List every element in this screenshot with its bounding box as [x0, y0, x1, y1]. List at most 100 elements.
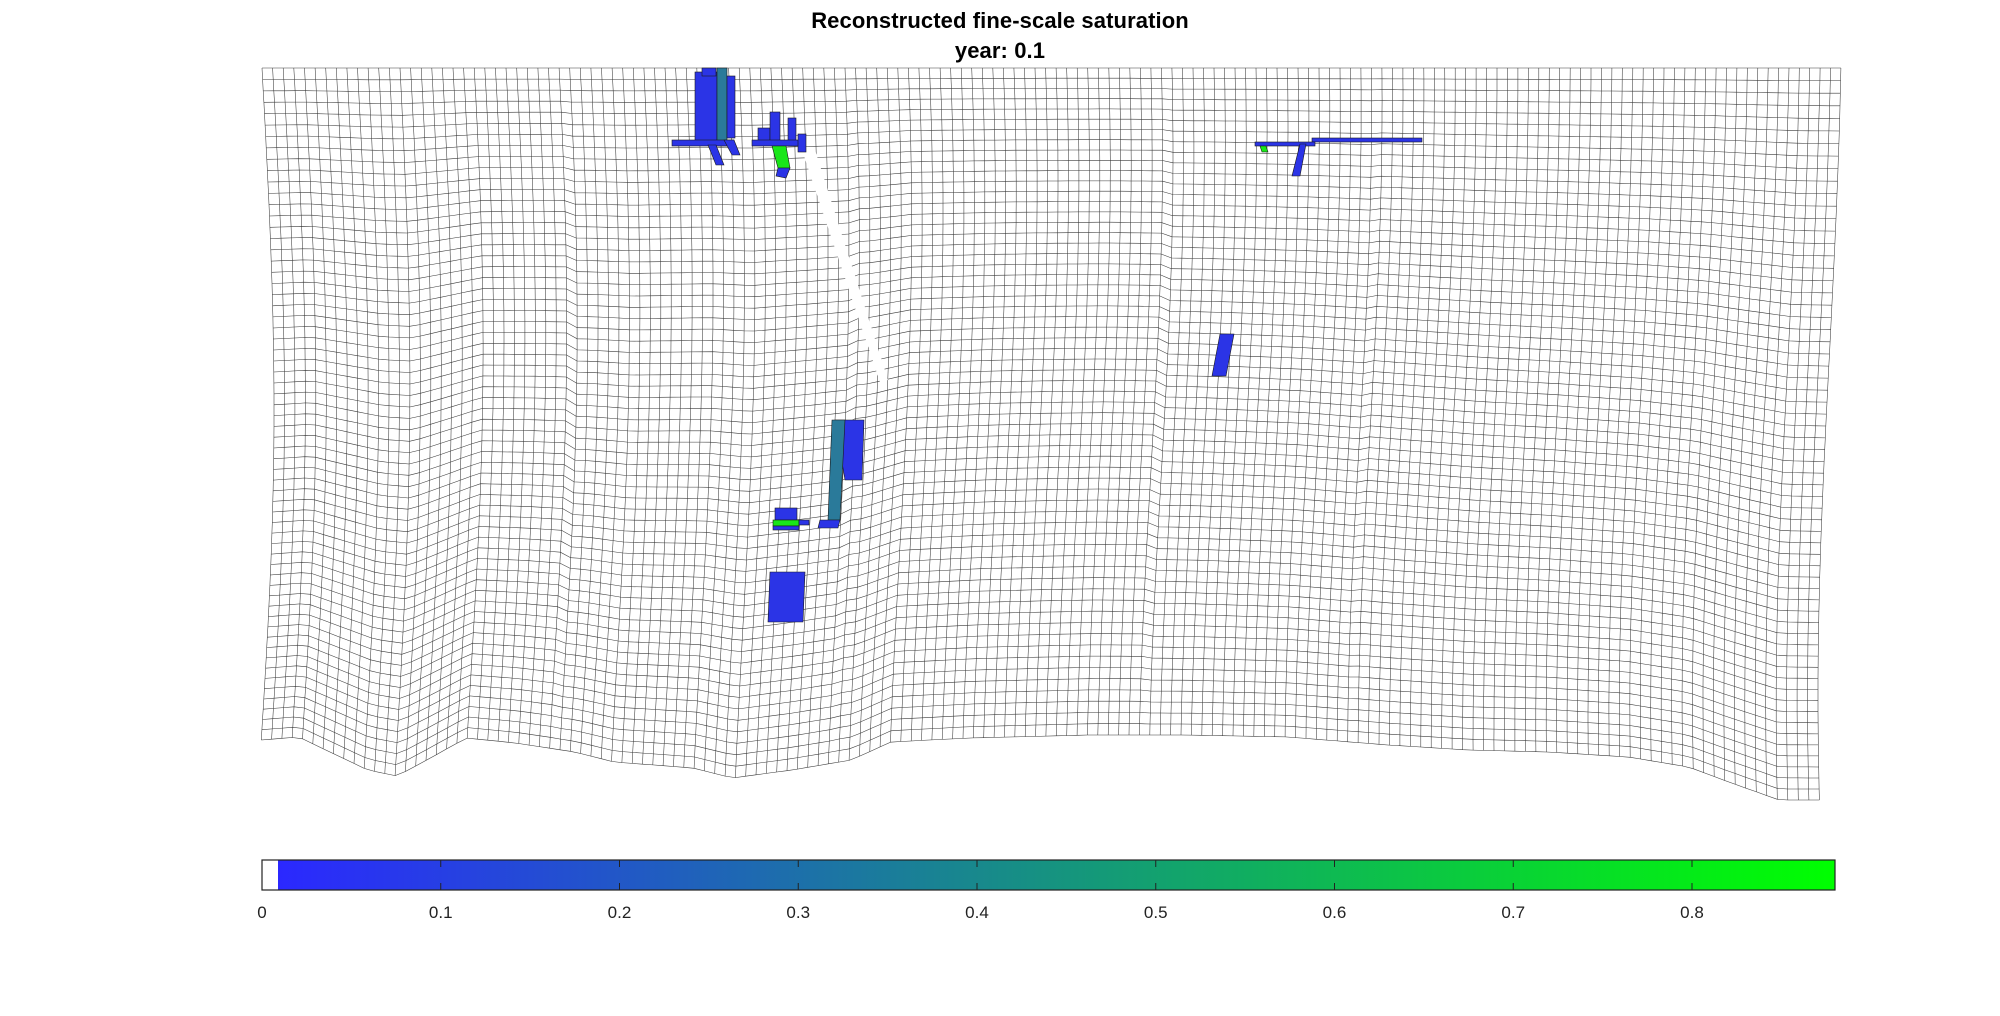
mesh-column-line [693, 67, 714, 769]
colorbar-tick-label: 0.1 [429, 903, 453, 922]
colorbar-tick-label: 0.4 [965, 903, 989, 922]
mesh-column-line [590, 67, 609, 757]
mesh-column-line [890, 67, 912, 743]
mesh-column-line [291, 67, 306, 738]
mesh-column-line [1170, 67, 1195, 736]
mesh-column-line [724, 67, 745, 777]
mesh-column-line [312, 67, 327, 744]
mesh-column-line [1097, 67, 1121, 736]
mesh-column-line [1817, 67, 1842, 801]
mesh-column-line [497, 67, 515, 742]
plot-subtitle: year: 0.1 [954, 38, 1046, 63]
saturated-cell [1254, 141, 1316, 147]
mesh-column-line [673, 67, 693, 767]
mesh-column-line [1253, 67, 1278, 737]
mesh-column-line [1076, 67, 1101, 736]
mesh-column-line [446, 67, 463, 749]
mesh-column-line [1316, 67, 1341, 740]
mesh-column-line [1014, 67, 1038, 737]
mesh-column-line [1243, 67, 1268, 737]
mesh-column-line [1410, 68, 1435, 747]
mesh-column-line [973, 67, 996, 738]
saturated-cells [671, 67, 1423, 623]
mesh-column-line [1598, 67, 1623, 756]
mesh-column-line [436, 67, 452, 755]
mesh-column-line [1420, 67, 1446, 747]
mesh-column-line [910, 67, 933, 742]
mesh-column-line [1681, 67, 1706, 767]
mesh-column-line [1577, 67, 1602, 754]
mesh-column-line [302, 67, 317, 739]
mesh-column-line [1650, 67, 1675, 761]
mesh-column-line [755, 67, 777, 775]
saturated-cell [817, 519, 841, 529]
saturated-cell [1291, 143, 1307, 177]
mesh-column-line [1222, 67, 1247, 736]
mesh-column-line [848, 67, 871, 761]
mesh-column-line [1587, 67, 1613, 755]
mesh-column-line [962, 67, 986, 739]
mesh-column-line [539, 67, 557, 747]
mesh-column-line [1671, 67, 1696, 765]
saturated-cell [767, 571, 806, 623]
mesh-column-line [1525, 67, 1550, 752]
mesh-column-line [1024, 67, 1048, 737]
saturated-cell [701, 67, 717, 77]
mesh-column-line [456, 67, 473, 744]
mesh-column-line [1775, 67, 1800, 800]
mesh-column-line [921, 67, 944, 741]
mesh-column-line [1264, 67, 1289, 737]
saturated-cell [707, 144, 725, 166]
mesh-column-line [869, 67, 891, 752]
colorbar-tick-label: 0.2 [608, 903, 632, 922]
mesh-column-line [1035, 67, 1059, 737]
mesh-column-line [1514, 68, 1540, 752]
mesh-column-line [580, 67, 599, 754]
mesh-column-line [952, 67, 975, 739]
mesh-column-line [1545, 67, 1571, 752]
mesh-column-line [528, 67, 547, 746]
mesh-column-line [993, 67, 1017, 738]
mesh-column-line [1004, 67, 1027, 738]
mesh-column-line [1389, 67, 1414, 746]
mesh-column-line [807, 67, 829, 768]
mesh-column-line [1796, 67, 1821, 801]
colorbar-tick-label: 0.6 [1323, 903, 1347, 922]
mesh-column-line [1566, 68, 1592, 754]
mesh-column-line [508, 67, 526, 743]
colorbar-tick-label: 0.3 [786, 903, 810, 922]
mesh-column-line [322, 67, 337, 749]
mesh-column-line [662, 67, 682, 766]
mesh-column-line [1045, 67, 1069, 737]
mesh-column-line [735, 67, 756, 778]
mesh-column-line [363, 67, 379, 769]
mesh-column-line [1107, 67, 1132, 736]
mesh-column-line [714, 67, 735, 774]
mesh-column-line [343, 67, 358, 759]
mesh-column-line [1483, 68, 1508, 751]
mesh-column-line [1493, 68, 1519, 751]
mesh-column-line [1535, 68, 1560, 752]
colorbar-ticks: 0 0.1 0.2 0.3 0.4 0.5 0.6 0.7 0.8 [257, 860, 1704, 922]
mesh-column-line [1295, 67, 1320, 738]
mesh-column-line [766, 67, 787, 774]
mesh-column-line [425, 67, 442, 761]
colorbar-tick-label: 0.7 [1501, 903, 1525, 922]
plot-title: Reconstructed fine-scale saturation [811, 8, 1189, 33]
saturated-cell [798, 519, 810, 526]
colorbar-tick-label: 0.8 [1680, 903, 1704, 922]
mesh-column-line [879, 67, 902, 747]
mesh-column-line [261, 67, 275, 741]
mesh-column-line [683, 67, 703, 768]
saturated-cell [1311, 137, 1423, 143]
fault-gap [802, 150, 888, 382]
colorbar-frame [261, 859, 1836, 891]
mesh-column-line [1159, 67, 1184, 736]
mesh-column-line [518, 67, 536, 744]
saturated-cell [775, 167, 791, 179]
mesh-column-line [1472, 68, 1498, 751]
mesh-column-line [1441, 68, 1466, 749]
